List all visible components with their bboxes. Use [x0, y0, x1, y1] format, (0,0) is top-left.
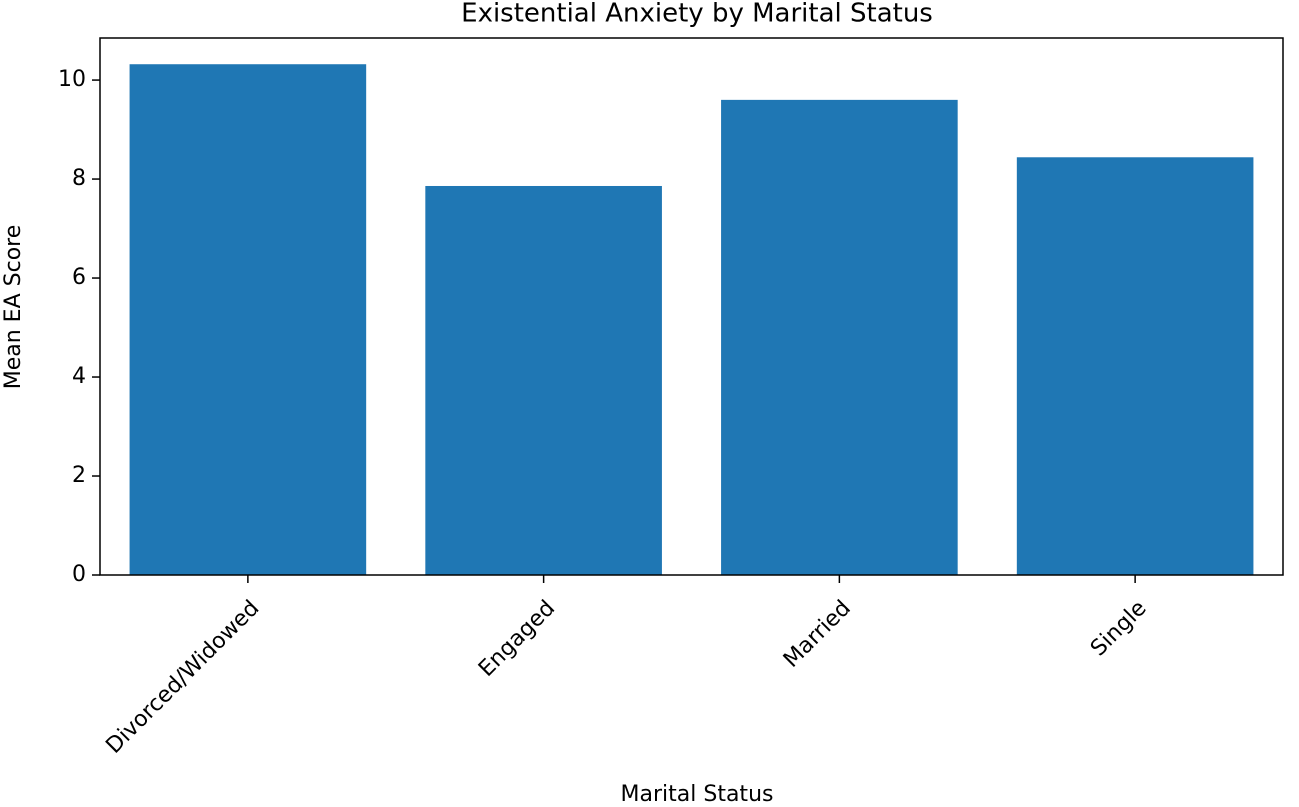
x-tick-label: Married [779, 596, 856, 673]
x-tick-label: Single [1086, 596, 1152, 662]
x-tick-label: Divorced/Widowed [101, 596, 264, 759]
bar [1016, 157, 1254, 576]
x-tick-label: Engaged [474, 596, 560, 682]
y-tick-label: 0 [72, 562, 86, 587]
y-tick-label: 8 [72, 166, 86, 191]
plot-frame [99, 37, 1284, 576]
y-tick-label: 2 [72, 463, 86, 488]
y-tick-label: 4 [72, 364, 86, 389]
y-axis-label: Mean EA Score [1, 225, 26, 390]
bar [129, 64, 367, 576]
y-tick-label: 10 [58, 67, 86, 92]
x-axis-label: Marital Status [621, 782, 774, 807]
chart-title: Existential Anxiety by Marital Status [461, 0, 933, 29]
bar [721, 99, 958, 575]
bar [425, 185, 662, 576]
y-tick-label: 6 [72, 265, 86, 290]
